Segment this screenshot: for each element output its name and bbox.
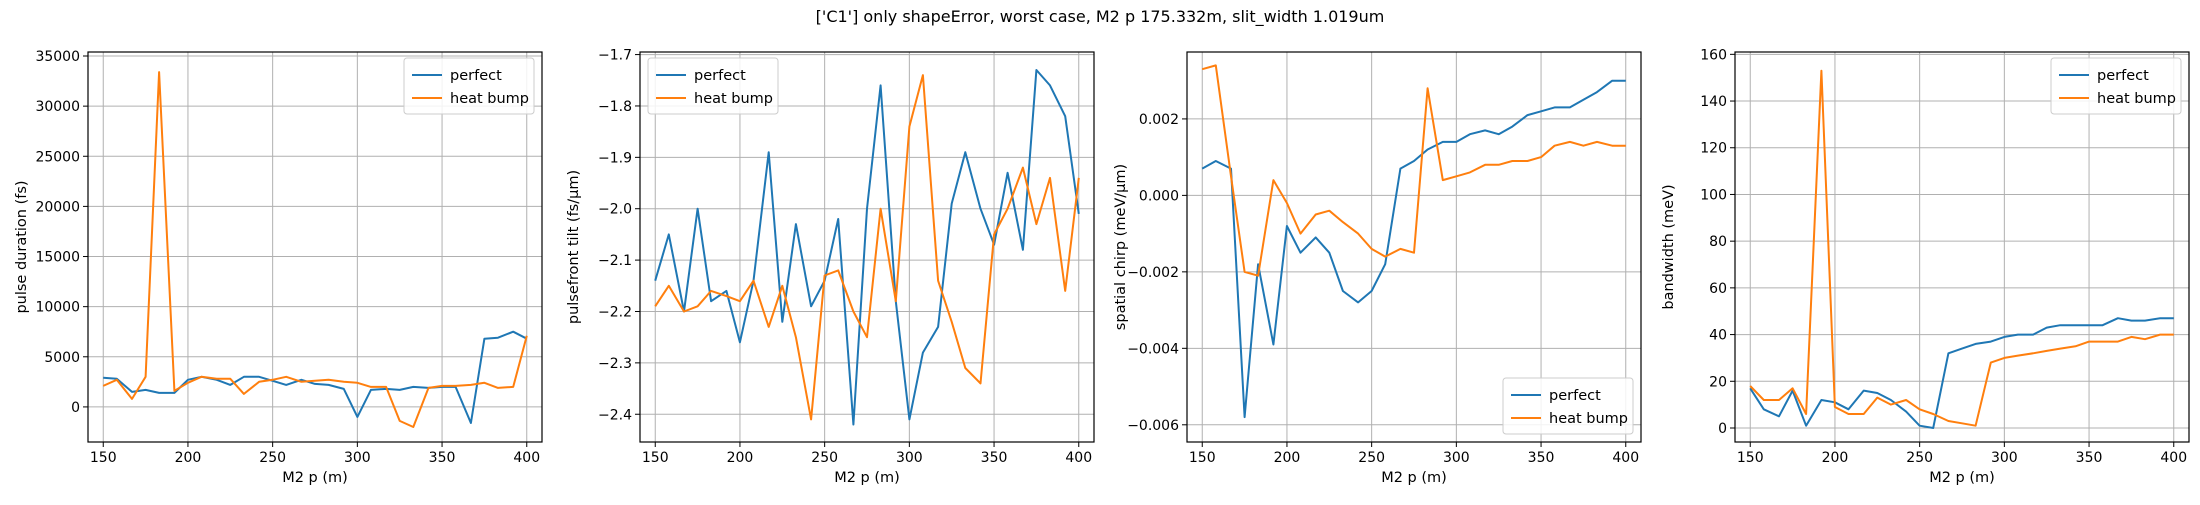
legend-frame — [403, 57, 535, 115]
x-tick-label: 150 — [642, 450, 669, 466]
x-tick-label: 300 — [344, 450, 371, 466]
y-tick-label: 35000 — [35, 49, 80, 65]
x-tick-label: 150 — [90, 450, 117, 466]
axes-frame — [639, 51, 1095, 443]
legend-label-perfect: perfect — [2097, 68, 2149, 84]
x-axis-label: M2 p (m) — [1381, 470, 1447, 486]
y-tick-label: 20 — [1709, 374, 1727, 390]
y-tick-label: 0.002 — [1139, 112, 1179, 128]
x-tick-label: 250 — [1358, 450, 1385, 466]
y-tick-label: 20000 — [35, 199, 80, 215]
x-tick-label: 400 — [1065, 450, 1092, 466]
x-tick-label: 150 — [1737, 450, 1764, 466]
legend-frame — [2050, 57, 2182, 115]
x-tick-label: 200 — [727, 450, 754, 466]
y-tick-label: 30000 — [35, 99, 80, 115]
y-tick-label: −2.0 — [598, 202, 632, 218]
y-tick-label: 80 — [1709, 234, 1727, 250]
y-tick-label: 100 — [1700, 187, 1727, 203]
legend-label-perfect: perfect — [1549, 388, 1601, 404]
y-tick-label: −2.4 — [598, 407, 632, 423]
legend: perfect heat bump — [403, 57, 535, 115]
legend: perfect heat bump — [647, 57, 779, 115]
y-tick-label: −2.3 — [598, 356, 632, 372]
series-line-heat-bump — [1749, 69, 2174, 427]
y-tick-label: 25000 — [35, 149, 80, 165]
x-tick-label: 350 — [429, 450, 456, 466]
series-line-heat-bump — [1201, 64, 1626, 277]
x-tick-label: 400 — [1612, 450, 1639, 466]
y-tick-label: 60 — [1709, 281, 1727, 297]
y-tick-label: 140 — [1700, 94, 1727, 110]
legend: perfect heat bump — [1502, 377, 1634, 435]
y-tick-label: 0.000 — [1139, 188, 1179, 204]
x-tick-label: 250 — [1906, 450, 1933, 466]
legend: perfect heat bump — [2050, 57, 2182, 115]
series-line-heat-bump — [654, 74, 1080, 421]
axes-frame — [87, 51, 543, 443]
x-tick-label: 150 — [1189, 450, 1216, 466]
axes-frame — [1186, 51, 1642, 443]
x-tick-label: 400 — [513, 450, 540, 466]
chart-panel-4: 150 200 250 300 350 400 0 20 40 60 80 100 120 140 160 M… — [1661, 47, 2190, 486]
y-tick-label: 15000 — [35, 250, 80, 266]
figure-title: ['C1'] only shapeError, worst case, M2 p… — [816, 7, 1385, 27]
y-tick-label: −0.004 — [1127, 341, 1179, 357]
x-tick-label: 200 — [1274, 450, 1301, 466]
series-line-perfect — [654, 69, 1080, 426]
legend-frame — [647, 57, 779, 115]
series-line-perfect — [1749, 317, 2174, 429]
series-line-perfect — [103, 330, 528, 424]
y-axis-label: spatial chirp (meV/μm) — [1113, 164, 1129, 330]
y-tick-label: 120 — [1700, 141, 1727, 157]
y-tick-label: 5000 — [44, 350, 80, 366]
x-tick-label: 350 — [2076, 450, 2103, 466]
y-tick-label: −2.1 — [598, 253, 632, 269]
y-axis-label: pulsefront tilt (fs/μm) — [566, 170, 582, 324]
x-axis-label: M2 p (m) — [1929, 470, 1995, 486]
x-tick-label: 400 — [2160, 450, 2187, 466]
chart-panel-2: 150 200 250 300 350 400 −2.4 −2.3 −2.2 −2.1 −2.0 −1… — [566, 48, 1095, 486]
y-axis-label: bandwidth (meV) — [1661, 184, 1677, 309]
y-tick-label: −0.002 — [1127, 265, 1179, 281]
y-tick-label: −1.7 — [598, 48, 632, 64]
x-tick-label: 200 — [1822, 450, 1849, 466]
x-tick-label: 300 — [1443, 450, 1470, 466]
chart-panel-3: 150 200 250 300 350 400 −0.006 −0.004 −0.002 0.00… — [1113, 51, 1642, 486]
chart-panel-1: 150 200 250 300 350 400 0 5000 10000 15000 20000 25… — [14, 49, 543, 486]
y-tick-label: −1.9 — [598, 150, 632, 166]
axes-frame — [1734, 51, 2190, 443]
legend-label-heat-bump: heat bump — [694, 91, 773, 107]
y-tick-label: 40 — [1709, 328, 1727, 344]
legend-frame — [1502, 377, 1634, 435]
y-tick-label: −0.006 — [1127, 418, 1179, 434]
x-tick-label: 300 — [896, 450, 923, 466]
x-tick-label: 250 — [811, 450, 838, 466]
y-axis-label: pulse duration (fs) — [14, 180, 30, 313]
x-axis-label: M2 p (m) — [282, 470, 348, 486]
y-tick-label: 10000 — [35, 300, 80, 316]
y-tick-label: 0 — [71, 400, 80, 416]
legend-label-heat-bump: heat bump — [450, 91, 529, 107]
y-tick-label: 160 — [1700, 47, 1727, 63]
series-line-heat-bump — [102, 71, 528, 428]
y-tick-label: −1.8 — [598, 99, 632, 115]
x-tick-label: 350 — [981, 450, 1008, 466]
x-tick-label: 350 — [1528, 450, 1555, 466]
x-tick-label: 300 — [1991, 450, 2018, 466]
x-tick-label: 200 — [175, 450, 202, 466]
y-tick-label: −2.2 — [598, 304, 632, 320]
legend-label-heat-bump: heat bump — [2097, 91, 2176, 107]
legend-label-perfect: perfect — [694, 68, 746, 84]
x-tick-label: 250 — [259, 450, 286, 466]
y-tick-label: 0 — [1718, 421, 1727, 437]
legend-label-perfect: perfect — [450, 68, 502, 84]
legend-label-heat-bump: heat bump — [1549, 411, 1628, 427]
series-line-perfect — [1201, 79, 1626, 419]
x-axis-label: M2 p (m) — [834, 470, 900, 486]
